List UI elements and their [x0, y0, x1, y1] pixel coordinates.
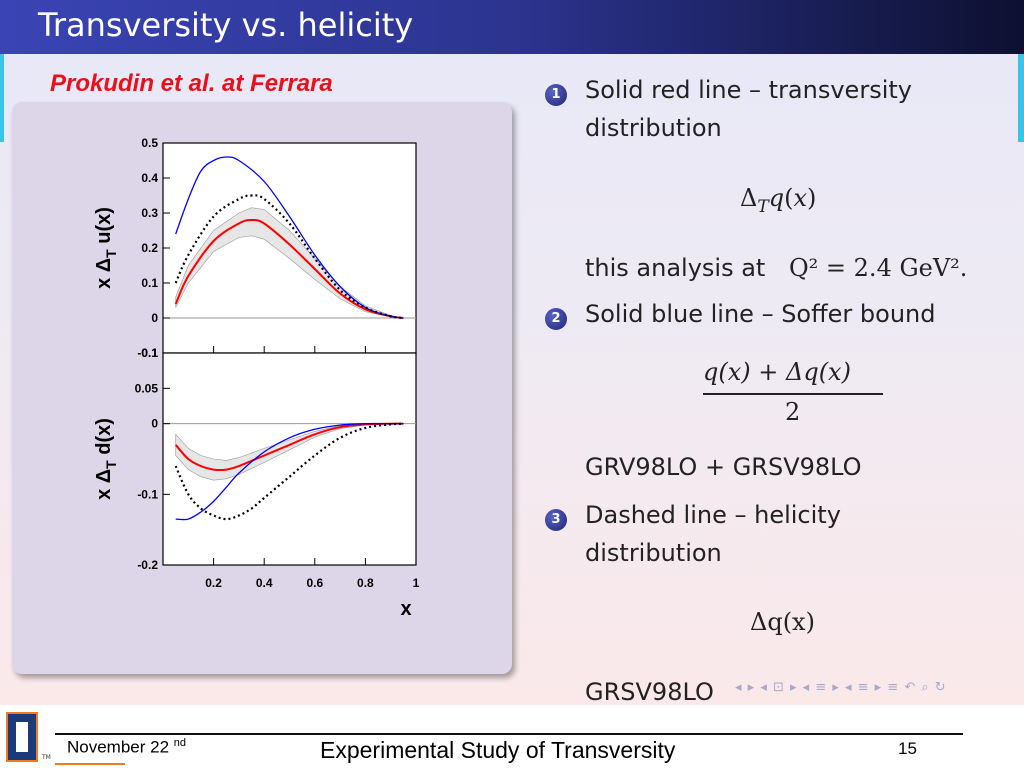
- footer-title: Experimental Study of Transversity: [320, 737, 676, 763]
- item-3-note: GRSV98LO: [585, 678, 714, 706]
- item-1-formula: ΔTq(x): [740, 184, 817, 217]
- item-1-note: this analysis at: [585, 254, 766, 282]
- series-u-0: [174, 218, 404, 319]
- y-tick-label-u-3: 0.2: [141, 241, 158, 255]
- bullet-2-icon: 2: [545, 308, 567, 330]
- y-tick-label-d-0: 0.1: [141, 346, 158, 360]
- y-tick-label-d-4: -0.2: [137, 558, 158, 572]
- series-u-2: [174, 194, 404, 320]
- series-d-2: [174, 422, 404, 521]
- item-3-line1: Dashed line – helicity: [585, 501, 841, 529]
- footer: [0, 705, 1024, 768]
- x-tick-label-0: 0.2: [205, 576, 222, 590]
- slide-subtitle: Prokudin et al. at Ferrara: [50, 70, 333, 97]
- y-tick-label-u-4: 0.1: [141, 276, 158, 290]
- item-3-formula: Δq(x): [750, 608, 815, 636]
- trademark-mark: TM: [42, 754, 51, 761]
- footer-date: November 22 nd: [67, 737, 187, 757]
- y-tick-label-u-1: 0.4: [141, 171, 158, 185]
- y-tick-label-d-2: 0: [151, 417, 158, 431]
- slide-title: Transversity vs. helicity: [38, 6, 414, 44]
- right-accent: [1018, 54, 1024, 142]
- x-tick-label-3: 0.8: [357, 576, 374, 590]
- page-number: 15: [898, 739, 917, 758]
- university-logo-icon: [6, 712, 38, 762]
- y-axis-label-d: x ΔT d(x): [93, 418, 119, 500]
- item-1-line1: Solid red line – transversity: [585, 76, 912, 104]
- item-2-line1: Solid blue line – Soffer bound: [585, 300, 936, 328]
- fraction-bar: [703, 393, 883, 395]
- footer-divider: [55, 733, 963, 735]
- item-1-note-math: Q² = 2.4 GeV².: [789, 254, 968, 282]
- x-tick-label-4: 1: [413, 576, 420, 590]
- y-tick-label-u-6: -0.1: [137, 346, 158, 360]
- y-axis-label-u: x ΔT u(x): [93, 207, 119, 289]
- beamer-navigation-bar[interactable]: ◂ ▸ ◂ ⊡ ▸ ◂ ≡ ▸ ◂ ≡ ▸ ≡ ↶ ⌕ ↻: [735, 680, 947, 695]
- item-3-line2: distribution: [585, 539, 722, 567]
- x-axis-label: x: [400, 598, 411, 620]
- series-d-1: [175, 422, 404, 521]
- title-bar: Transversity vs. helicity: [0, 0, 1024, 54]
- item-2-formula-numerator: q(x) + Δq(x): [703, 358, 851, 386]
- bullet-1-icon: 1: [545, 84, 567, 106]
- item-2-formula-denominator: 2: [785, 398, 801, 426]
- x-tick-label-1: 0.4: [256, 576, 273, 590]
- transversity-plot: 0.5 0.4 0.3 0.2 0.1 0 -0.1 x ΔT u(x) 0.1 0.05 0 -0.…: [93, 136, 420, 620]
- series-d-0: [174, 422, 404, 472]
- item-1-line2: distribution: [585, 114, 722, 142]
- y-tick-label-u-5: 0: [151, 311, 158, 325]
- y-tick-label-u-0: 0.5: [141, 136, 158, 150]
- item-2-note: GRV98LO + GRSV98LO: [585, 453, 862, 481]
- footer-accent-line: [55, 763, 125, 765]
- left-accent: [0, 54, 4, 142]
- x-tick-label-2: 0.6: [306, 576, 323, 590]
- y-tick-label-d-3: -0.1: [137, 487, 158, 501]
- bullet-3-icon: 3: [545, 509, 567, 531]
- y-tick-label-u-2: 0.3: [141, 206, 158, 220]
- series-u-1: [175, 156, 404, 319]
- y-tick-label-d-1: 0.05: [135, 381, 159, 395]
